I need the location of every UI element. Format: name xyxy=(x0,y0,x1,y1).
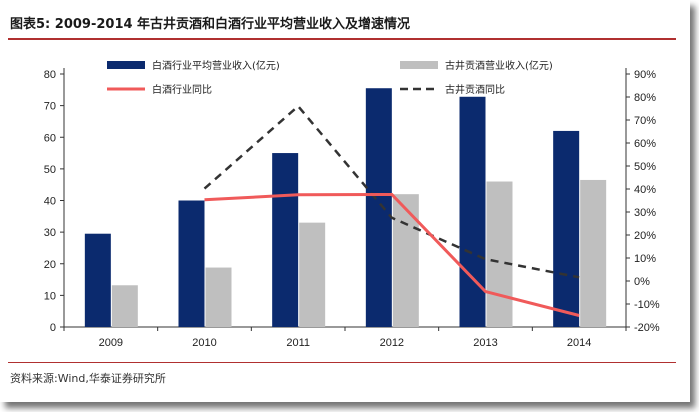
right-tick-label: 20% xyxy=(634,230,656,242)
left-tick-label: 40 xyxy=(44,196,56,208)
line-gujing-yoy xyxy=(203,104,580,279)
right-tick-label: 40% xyxy=(634,184,656,196)
chart-card: 图表5: 2009-2014 年古井贡酒和白酒行业平均营业收入及增速情况 200… xyxy=(8,17,676,385)
x-tick-label: 2013 xyxy=(473,337,497,349)
x-tick-label: 2014 xyxy=(567,337,591,349)
right-tick-label: 80% xyxy=(634,92,656,104)
source-note: 资料来源:Wind,华泰证券研究所 xyxy=(10,372,166,385)
bar-industry-revenue-2011 xyxy=(272,153,299,327)
title-divider xyxy=(8,38,676,40)
left-tick-label: 0 xyxy=(50,322,56,334)
bar-gujing-revenue-2013 xyxy=(486,181,513,327)
right-tick-label: 50% xyxy=(634,161,656,173)
bar-industry-revenue-2012 xyxy=(365,88,392,327)
bar-gujing-revenue-2014 xyxy=(580,179,607,327)
legend-label-gujing-yoy: 古井贡酒同比 xyxy=(445,83,505,96)
chart-title: 图表5: 2009-2014 年古井贡酒和白酒行业平均营业收入及增速情况 xyxy=(10,17,411,32)
bar-industry-revenue-2009 xyxy=(84,233,111,327)
bar-gujing-revenue-2012 xyxy=(392,194,419,327)
right-tick-label: 90% xyxy=(634,69,656,81)
x-tick-label: 2012 xyxy=(380,337,404,349)
bar-industry-revenue-2013 xyxy=(459,96,486,328)
bar-gujing-revenue-2010 xyxy=(205,267,232,327)
x-tick-label: 2010 xyxy=(192,337,216,349)
right-tick-label: 10% xyxy=(634,253,656,265)
right-tick-label: 30% xyxy=(634,207,656,219)
left-tick-label: 50 xyxy=(44,164,56,176)
line-industry-yoy xyxy=(204,193,580,317)
left-tick-label: 30 xyxy=(44,227,56,239)
right-tick-label: 70% xyxy=(634,115,656,127)
legend-swatch-gujing-revenue xyxy=(400,61,438,69)
left-tick-label: 60 xyxy=(44,132,56,144)
chart-canvas: 2009 2010 2011 2012 2013 2014 0 10 20 30 40 50 60 70 8… xyxy=(44,59,660,349)
legend-label-gujing-revenue: 古井贡酒营业收入(亿元) xyxy=(445,59,553,72)
bar-industry-revenue-2014 xyxy=(553,130,580,327)
right-tick-label: -20% xyxy=(634,322,660,334)
legend-label-industry-revenue: 白酒行业平均营业收入(亿元) xyxy=(152,59,280,72)
right-tick-label: 60% xyxy=(634,138,656,150)
bar-gujing-revenue-2009 xyxy=(111,285,138,327)
left-tick-label: 20 xyxy=(44,259,56,271)
legend-label-industry-yoy: 白酒行业同比 xyxy=(152,83,212,96)
left-tick-label: 10 xyxy=(44,290,56,302)
left-tick-label: 70 xyxy=(44,101,56,113)
x-tick-label: 2009 xyxy=(99,337,123,349)
bar-gujing-revenue-2011 xyxy=(299,222,326,327)
footer-divider xyxy=(8,362,676,363)
right-tick-label: 0% xyxy=(634,276,650,288)
legend: 白酒行业平均营业收入(亿元) 古井贡酒营业收入(亿元) 白酒行业同比 古井贡酒同… xyxy=(107,59,553,96)
bar-industry-revenue-2010 xyxy=(178,200,205,327)
right-tick-label: -10% xyxy=(634,299,660,311)
legend-swatch-industry-revenue xyxy=(107,61,145,69)
left-tick-label: 80 xyxy=(44,69,56,81)
x-tick-label: 2011 xyxy=(286,337,310,349)
